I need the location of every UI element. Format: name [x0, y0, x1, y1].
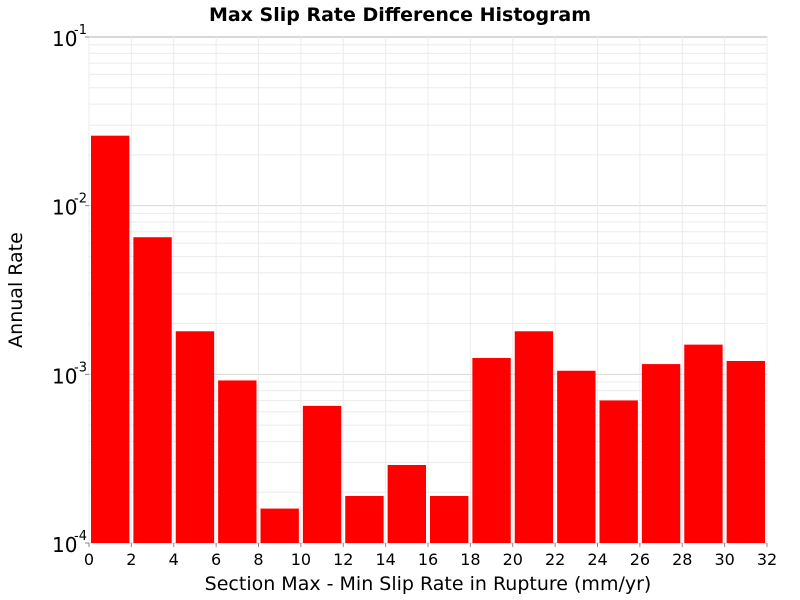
histogram-bar — [345, 495, 384, 543]
x-tick-label: 32 — [757, 550, 777, 569]
y-tick-label-base: 10 — [52, 533, 77, 557]
y-tick-label-base: 10 — [52, 27, 77, 51]
histogram-bar — [175, 331, 215, 543]
y-axis-label: Annual Rate — [5, 232, 27, 348]
x-tick-label: 30 — [714, 550, 734, 569]
histogram-bar — [133, 237, 172, 543]
histogram-bar — [302, 405, 342, 543]
x-tick-label: 10 — [291, 550, 311, 569]
x-tick-label: 22 — [545, 550, 565, 569]
histogram-bar — [260, 508, 299, 543]
y-tick-label-exponent: -1 — [74, 23, 87, 38]
x-tick-label: 14 — [375, 550, 395, 569]
x-tick-label: 8 — [253, 550, 263, 569]
x-tick-label: 28 — [672, 550, 692, 569]
x-tick-label: 26 — [630, 550, 650, 569]
x-tick-label: 24 — [587, 550, 607, 569]
histogram-bar — [684, 344, 723, 543]
chart-title: Max Slip Rate Difference Histogram — [209, 4, 591, 26]
x-tick-label: 4 — [169, 550, 179, 569]
x-axis-ticks: 0 2 4 6 8 10 12 14 16 18 20 22 24 26 28 30 32 — [84, 543, 777, 569]
histogram-bar — [557, 370, 596, 543]
histogram-bar — [726, 360, 765, 543]
histogram-bar — [641, 364, 681, 543]
histogram-bar — [514, 331, 554, 543]
y-tick-label-exponent: -3 — [74, 360, 87, 375]
histogram-bar — [599, 400, 638, 543]
histogram-bar — [218, 380, 257, 543]
histogram-bar — [91, 135, 130, 543]
x-tick-label: 2 — [126, 550, 136, 569]
y-tick-label-base: 10 — [52, 196, 77, 220]
histogram-bar — [387, 465, 426, 543]
y-tick-label-base: 10 — [52, 364, 77, 388]
x-tick-label: 6 — [211, 550, 221, 569]
x-tick-label: 12 — [333, 550, 353, 569]
y-tick-label-exponent: -2 — [74, 192, 87, 207]
x-tick-label: 20 — [503, 550, 523, 569]
x-tick-label: 16 — [418, 550, 438, 569]
y-tick-label-exponent: -4 — [74, 529, 87, 544]
histogram-bar — [472, 357, 511, 543]
y-axis-ticks: 10-410-310-210-1 — [52, 23, 89, 557]
x-axis-label: Section Max - Min Slip Rate in Rupture (… — [205, 573, 652, 595]
histogram-bar — [430, 495, 469, 543]
bar-series — [91, 135, 765, 543]
x-tick-label: 18 — [460, 550, 480, 569]
x-tick-label: 0 — [84, 550, 94, 569]
